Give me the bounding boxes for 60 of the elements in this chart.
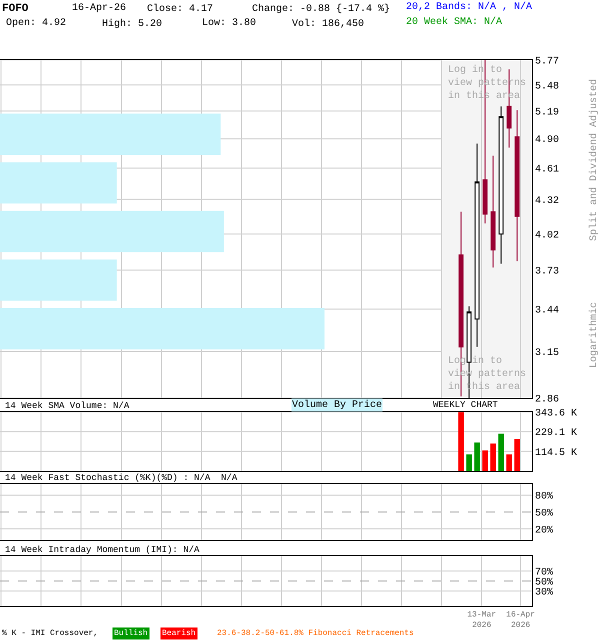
y-tick-label: 4.32	[535, 196, 560, 207]
bar	[458, 412, 464, 471]
bar	[0, 210, 224, 252]
y-tick-label: 114.5 K	[535, 448, 578, 459]
text: Change: -0.88 {-17.4 %}	[252, 3, 390, 15]
candlestick	[498, 106, 504, 264]
y-tick-label: 229.1 K	[535, 428, 578, 440]
y-tick-label: 20%	[535, 525, 554, 536]
y-tick-label: 3.44	[535, 306, 560, 317]
y-tick-label: 4.61	[535, 164, 560, 176]
y-tick-label: 4.90	[535, 135, 560, 146]
x-tick-label: 16-Apr 2026	[506, 610, 536, 630]
y-tick-label: 5.48	[535, 81, 560, 92]
text: 20,2 Bands: N/A , N/A	[406, 1, 532, 13]
text: 23.6-38.2-50-61.8% Fibonacci Retracements	[217, 629, 414, 638]
text: Bullish	[114, 629, 148, 638]
y-tick-label: 5.77	[535, 56, 560, 68]
bar	[490, 444, 496, 471]
text: % K - IMI Crossover,	[2, 629, 98, 638]
text: High: 5.20	[102, 18, 162, 30]
chart-title: 14 Week Intraday Momentum (IMI): N/A	[5, 545, 200, 555]
y-tick-label: 343.6 K	[535, 408, 578, 420]
x-tick-label: 13-Mar 2026	[467, 610, 496, 630]
y-axis-title: Split and Dividend Adjusted	[588, 78, 600, 241]
bar	[506, 454, 512, 471]
y-tick-label: 3.15	[535, 348, 560, 359]
y-tick-label: 50%	[535, 578, 554, 588]
text: Low: 3.80	[202, 18, 256, 29]
y-tick-label: 2.86	[535, 394, 560, 406]
text: 16-Apr-26	[72, 3, 126, 14]
chart-title: FOFO	[2, 3, 29, 15]
candlestick	[474, 143, 480, 348]
text: 20 Week SMA: N/A	[406, 16, 502, 28]
chart-title: 14 Week Fast Stochastic (%K)(%D) : N/A N/A	[5, 473, 238, 483]
bar	[0, 308, 325, 350]
y-tick-label: 30%	[535, 588, 554, 598]
y-tick-label: 80%	[535, 492, 554, 503]
text: Close: 4.17	[147, 3, 214, 15]
text: Logarithmic	[588, 302, 600, 368]
bar	[0, 162, 117, 204]
y-tick-label: 3.73	[535, 266, 560, 278]
y-tick-label: 50%	[535, 508, 554, 520]
bar	[0, 114, 221, 155]
candlestick	[490, 155, 496, 268]
text: WEEKLY CHART	[433, 400, 498, 410]
y-tick-label: 4.02	[535, 230, 560, 242]
bar	[0, 259, 117, 301]
bar	[482, 450, 488, 471]
text: Bearish	[162, 629, 196, 638]
text: Volume By Price	[292, 399, 382, 411]
bar	[466, 454, 472, 471]
y-tick-label: 70%	[535, 568, 554, 578]
text: Vol: 186,450	[292, 18, 364, 30]
chart-title: 14 Week SMA Volume: N/A	[5, 401, 130, 411]
bar	[474, 442, 480, 471]
text: Open: 4.92	[6, 18, 66, 29]
bar	[514, 439, 520, 471]
candlestick	[514, 110, 520, 262]
y-tick-label: 5.19	[535, 108, 560, 119]
bar	[498, 434, 504, 471]
